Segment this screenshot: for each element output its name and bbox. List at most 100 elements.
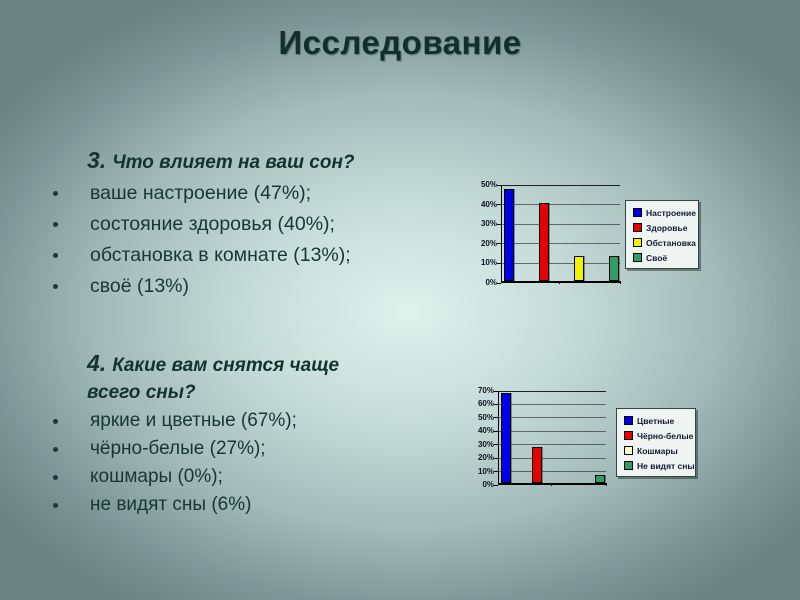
- bar-Настроение: [504, 188, 514, 281]
- legend-swatch: [624, 446, 633, 455]
- y-tick-label: 10%: [477, 466, 494, 476]
- legend-swatch: [624, 416, 633, 425]
- y-tick-label: 40%: [480, 199, 497, 209]
- bullet-text: кошмары (0%);: [90, 466, 223, 487]
- legend-item: Цветные: [620, 413, 692, 428]
- legend-swatch: [633, 238, 642, 247]
- bar-Не видят сны: [595, 474, 605, 483]
- bar-Здоровье: [539, 202, 549, 281]
- legend-swatch: [633, 223, 642, 232]
- gridline: [502, 262, 620, 264]
- bullet-dot: [53, 446, 58, 452]
- y-axis-tick: [494, 417, 498, 419]
- gridline: [499, 403, 606, 405]
- y-axis-tick: [497, 243, 501, 245]
- bullet-item: состояние здоровья (40%);: [53, 209, 355, 240]
- question-3-number: 3.: [87, 147, 107, 173]
- bullet-dot: [53, 222, 58, 227]
- legend-swatch: [633, 208, 642, 217]
- y-axis-tick: [497, 262, 501, 264]
- bullet-text: своё (13%): [90, 275, 190, 297]
- x-axis-tick: [559, 281, 561, 284]
- bullet-dot: [53, 418, 58, 424]
- gridline: [499, 430, 606, 432]
- legend: Настроение Здоровье Обстановка Своё: [625, 200, 699, 269]
- x-axis-tick: [619, 281, 621, 284]
- y-axis-tick: [494, 430, 498, 432]
- bullet-item: не видят сны (6%): [53, 491, 379, 519]
- legend-label: Кошмары: [637, 445, 678, 456]
- question-4-text: Какие вам снятся чаще всего сны?: [87, 355, 340, 403]
- bullet-dot: [53, 284, 58, 289]
- bullet-text: яркие и цветные (67%);: [90, 410, 297, 431]
- bullet-item: обстановка в комнате (13%);: [53, 240, 355, 271]
- gridline: [502, 243, 620, 245]
- legend-item: Настроение: [629, 205, 696, 220]
- y-axis-tick: [497, 184, 501, 186]
- gridline: [502, 223, 620, 225]
- gridline: [499, 417, 606, 419]
- y-tick-label: 10%: [480, 258, 497, 268]
- bullet-dot: [53, 191, 58, 196]
- gridline: [499, 444, 606, 446]
- bullet-text: ваше настроение (47%);: [90, 182, 312, 204]
- y-tick-label: 30%: [480, 219, 497, 229]
- y-tick-label: 0%: [485, 278, 497, 287]
- bullet-item: ваше настроение (47%);: [53, 178, 355, 209]
- y-axis-tick: [497, 204, 501, 206]
- y-tick-label: 20%: [480, 238, 497, 248]
- legend-label: Не видят сны: [637, 460, 695, 471]
- bullet-text: чёрно-белые (27%);: [90, 438, 266, 459]
- y-axis-tick: [494, 444, 498, 446]
- y-tick-label: 50%: [477, 412, 494, 422]
- y-tick-label: 0%: [482, 480, 494, 489]
- question-4-number: 4.: [87, 350, 107, 376]
- section-question-3: 3. Что влияет на ваш сон? ваше настроение…: [53, 147, 355, 302]
- legend-label: Чёрно-белые: [637, 430, 694, 441]
- bullet-text: не видят сны (6%): [90, 494, 252, 515]
- gridline: [499, 390, 606, 392]
- x-axis-tick: [605, 483, 607, 486]
- bar-Своё: [609, 255, 619, 281]
- legend-label: Цветные: [637, 415, 675, 426]
- bullet-text: состояние здоровья (40%);: [90, 213, 335, 235]
- bullet-text: обстановка в комнате (13%);: [90, 244, 351, 266]
- legend-item: Обстановка: [629, 235, 696, 250]
- question-3-heading: 3. Что влияет на ваш сон?: [87, 147, 355, 176]
- plot-area: [497, 184, 621, 284]
- question-4-heading: 4. Какие вам снятся чаще всего сны?: [87, 350, 379, 406]
- y-tick-label: 70%: [477, 386, 494, 395]
- plot-area: [494, 390, 607, 486]
- bullet-dot: [53, 502, 58, 508]
- y-tick-label: 30%: [477, 439, 494, 449]
- legend-swatch: [624, 431, 633, 440]
- legend-item: Своё: [629, 250, 695, 265]
- y-tick-label: 40%: [477, 426, 494, 436]
- legend-label: Настроение: [646, 207, 696, 218]
- legend-item: Кошмары: [620, 443, 692, 458]
- gridline: [499, 471, 606, 473]
- y-axis: 0% 10% 20% 30% 40% 50% 60% 70%: [468, 386, 496, 489]
- y-axis-tick: [494, 403, 498, 405]
- legend: Цветные Чёрно-белые Кошмары Не видят сны: [616, 408, 696, 477]
- y-axis-tick: [494, 471, 498, 473]
- bullet-item: чёрно-белые (27%);: [53, 435, 379, 463]
- question-4-answers: яркие и цветные (67%); чёрно-белые (27%)…: [53, 407, 379, 519]
- bullet-dot: [53, 253, 58, 258]
- y-tick-label: 50%: [480, 180, 497, 189]
- slide-title: Исследование: [278, 24, 522, 61]
- legend-label: Обстановка: [646, 237, 696, 248]
- y-axis: 0% 10% 20% 30% 40% 50%: [471, 180, 499, 287]
- gridline: [502, 184, 620, 186]
- legend-label: Здоровье: [646, 222, 688, 233]
- y-tick-label: 20%: [477, 453, 494, 463]
- y-axis-tick: [497, 282, 501, 284]
- y-axis-tick: [494, 484, 498, 486]
- legend-item: Не видят сны: [620, 458, 695, 473]
- bar-Цветные: [501, 393, 511, 483]
- bullet-dot: [53, 474, 58, 480]
- gridline: [502, 204, 620, 206]
- bar-Чёрно-белые: [532, 446, 543, 483]
- question-3-text: Что влияет на ваш сон?: [112, 152, 355, 173]
